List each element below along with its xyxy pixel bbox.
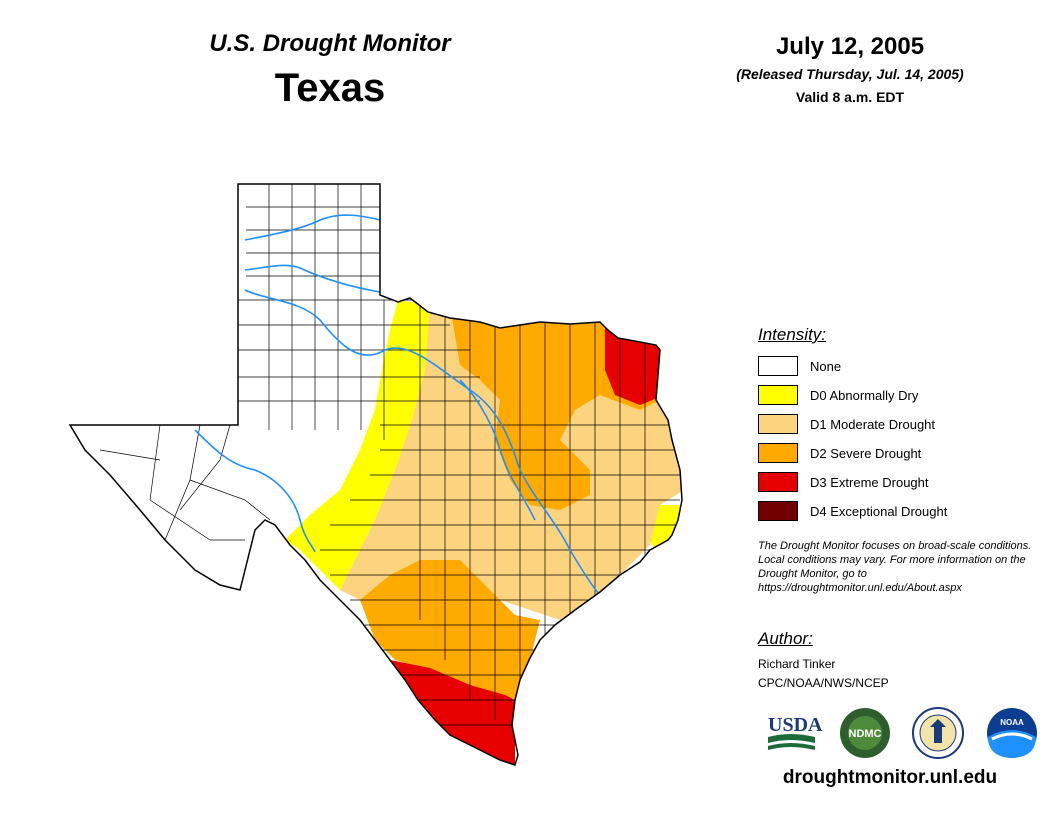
author-heading: Author: (758, 629, 813, 648)
legend-item: None (758, 355, 841, 377)
legend-item: D2 Severe Drought (758, 442, 921, 464)
state-outline (68, 183, 683, 766)
d3-region-south (390, 660, 515, 765)
commerce-seal-logo (912, 707, 964, 759)
legend-swatch (758, 414, 798, 434)
legend-swatch (758, 356, 798, 376)
partner-logos: USDA NDMC NOAA (768, 707, 1037, 759)
map-date: July 12, 2005 (775, 33, 925, 60)
legend-item: D0 Abnormally Dry (758, 384, 918, 406)
legend-label: None (810, 358, 842, 374)
legend-swatch (758, 443, 798, 463)
ndmc-logo: NDMC (840, 708, 890, 758)
legend-item: D1 Moderate Drought (758, 413, 935, 435)
legend-label: D2 Severe Drought (810, 445, 922, 461)
rivers (194, 214, 601, 596)
legend-label: D1 Moderate Drought (810, 416, 936, 432)
state-name: Texas (274, 66, 386, 110)
legend-swatch (758, 501, 798, 521)
valid-time: Valid 8 a.m. EDT (795, 89, 905, 105)
disclaimer-note: The Drought Monitor focuses on broad-sca… (758, 540, 1032, 594)
site-url[interactable]: droughtmonitor.unl.edu (782, 767, 998, 788)
usda-logo: USDA (768, 714, 823, 750)
usda-logo-text: USDA (768, 714, 823, 736)
legend-swatch (758, 385, 798, 405)
author-name: Richard Tinker (758, 657, 836, 671)
release-date: (Released Thursday, Jul. 14, 2005) (736, 66, 964, 82)
legend-item: D4 Exceptional Drought (758, 500, 947, 522)
author-organization: CPC/NOAA/NWS/NCEP (758, 676, 889, 690)
legend-item: D3 Extreme Drought (758, 471, 929, 493)
texas-drought-map (68, 183, 683, 766)
legend-label: D3 Extreme Drought (810, 474, 929, 490)
noaa-logo-text: NOAA (1000, 718, 1024, 727)
legend-label: D0 Abnormally Dry (810, 387, 919, 403)
legend-title: Intensity: (758, 325, 827, 344)
noaa-logo: NOAA (987, 708, 1037, 758)
legend-swatch (758, 472, 798, 492)
county-lines (99, 184, 680, 726)
d0-region-central (285, 300, 430, 590)
ndmc-logo-text: NDMC (849, 728, 882, 740)
legend-label: D4 Exceptional Drought (810, 503, 948, 519)
map-title: U.S. Drought Monitor (209, 30, 451, 57)
